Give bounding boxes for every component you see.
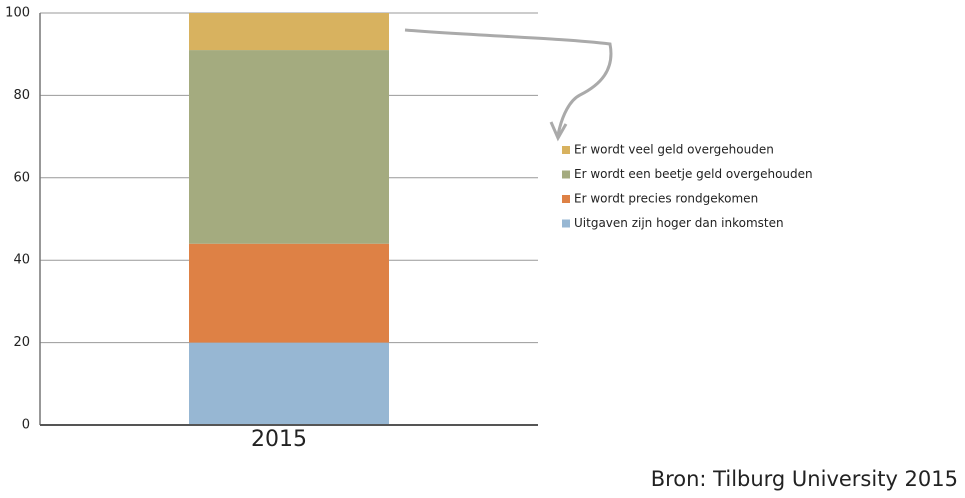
legend-label: Er wordt een beetje geld overgehouden [574,167,813,181]
y-tick-label: 40 [13,253,30,268]
legend-swatch [562,219,570,228]
source: Bron: Tilburg University 2015 [651,467,958,491]
legend-label: Uitgaven zijn hoger dan inkomsten [574,216,784,230]
legend-swatch [562,170,570,179]
y-tick-label: 20 [13,335,30,350]
bar-segment [189,50,389,244]
bar-segment [189,243,389,343]
y-tick-label: 100 [5,6,30,21]
y-tick-label: 60 [13,170,30,185]
legend-label: Er wordt precies rondgekomen [574,192,758,206]
legend-swatch [562,195,570,203]
y-tick-label: 80 [13,88,30,103]
bar-segment [189,342,389,425]
bar-segment [189,13,389,51]
y-tick-label: 0 [22,418,30,433]
legend-swatch [562,146,570,154]
arrow-head [549,121,568,142]
legend-label: Er wordt veel geld overgehouden [574,143,774,157]
arrow [404,28,613,136]
x-tick-label: 2015 [251,427,307,452]
